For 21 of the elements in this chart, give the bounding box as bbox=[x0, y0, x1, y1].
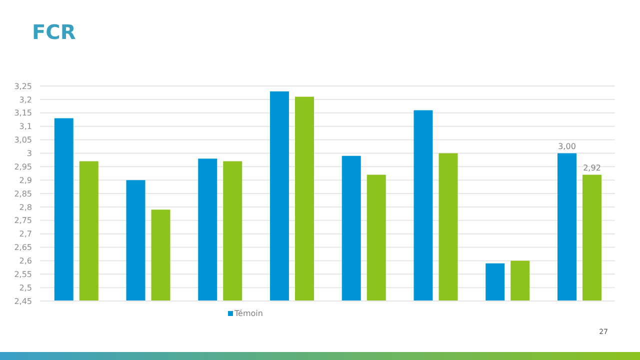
y-tick-label: 2,9 bbox=[19, 176, 32, 185]
y-tick-label: 3,2 bbox=[19, 95, 32, 104]
data-label: 3,00 bbox=[558, 142, 576, 152]
y-tick-label: 2,55 bbox=[14, 270, 32, 279]
y-tick-label: 3,1 bbox=[19, 122, 32, 132]
legend-label: Témoin bbox=[234, 309, 264, 318]
y-tick-label: 3,15 bbox=[14, 108, 32, 118]
y-tick-label: 3,05 bbox=[14, 136, 32, 145]
y-tick-label: 2,6 bbox=[19, 256, 32, 266]
y-tick-label: 2,65 bbox=[14, 243, 32, 252]
y-tick-label: 2,95 bbox=[14, 162, 32, 172]
y-tick-label: 2,75 bbox=[14, 216, 32, 226]
y-tick-label: 2,5 bbox=[19, 283, 32, 292]
y-tick-label: 2,7 bbox=[19, 230, 32, 239]
y-tick-label: 3,25 bbox=[14, 82, 32, 91]
y-tick-label: 2,8 bbox=[19, 202, 32, 212]
data-label: 2,92 bbox=[583, 164, 601, 173]
chart-title: FCR bbox=[32, 20, 76, 44]
y-tick-label: 2,45 bbox=[14, 296, 32, 306]
y-tick-label: 2,85 bbox=[14, 189, 32, 198]
y-tick-label: 3 bbox=[26, 149, 32, 158]
